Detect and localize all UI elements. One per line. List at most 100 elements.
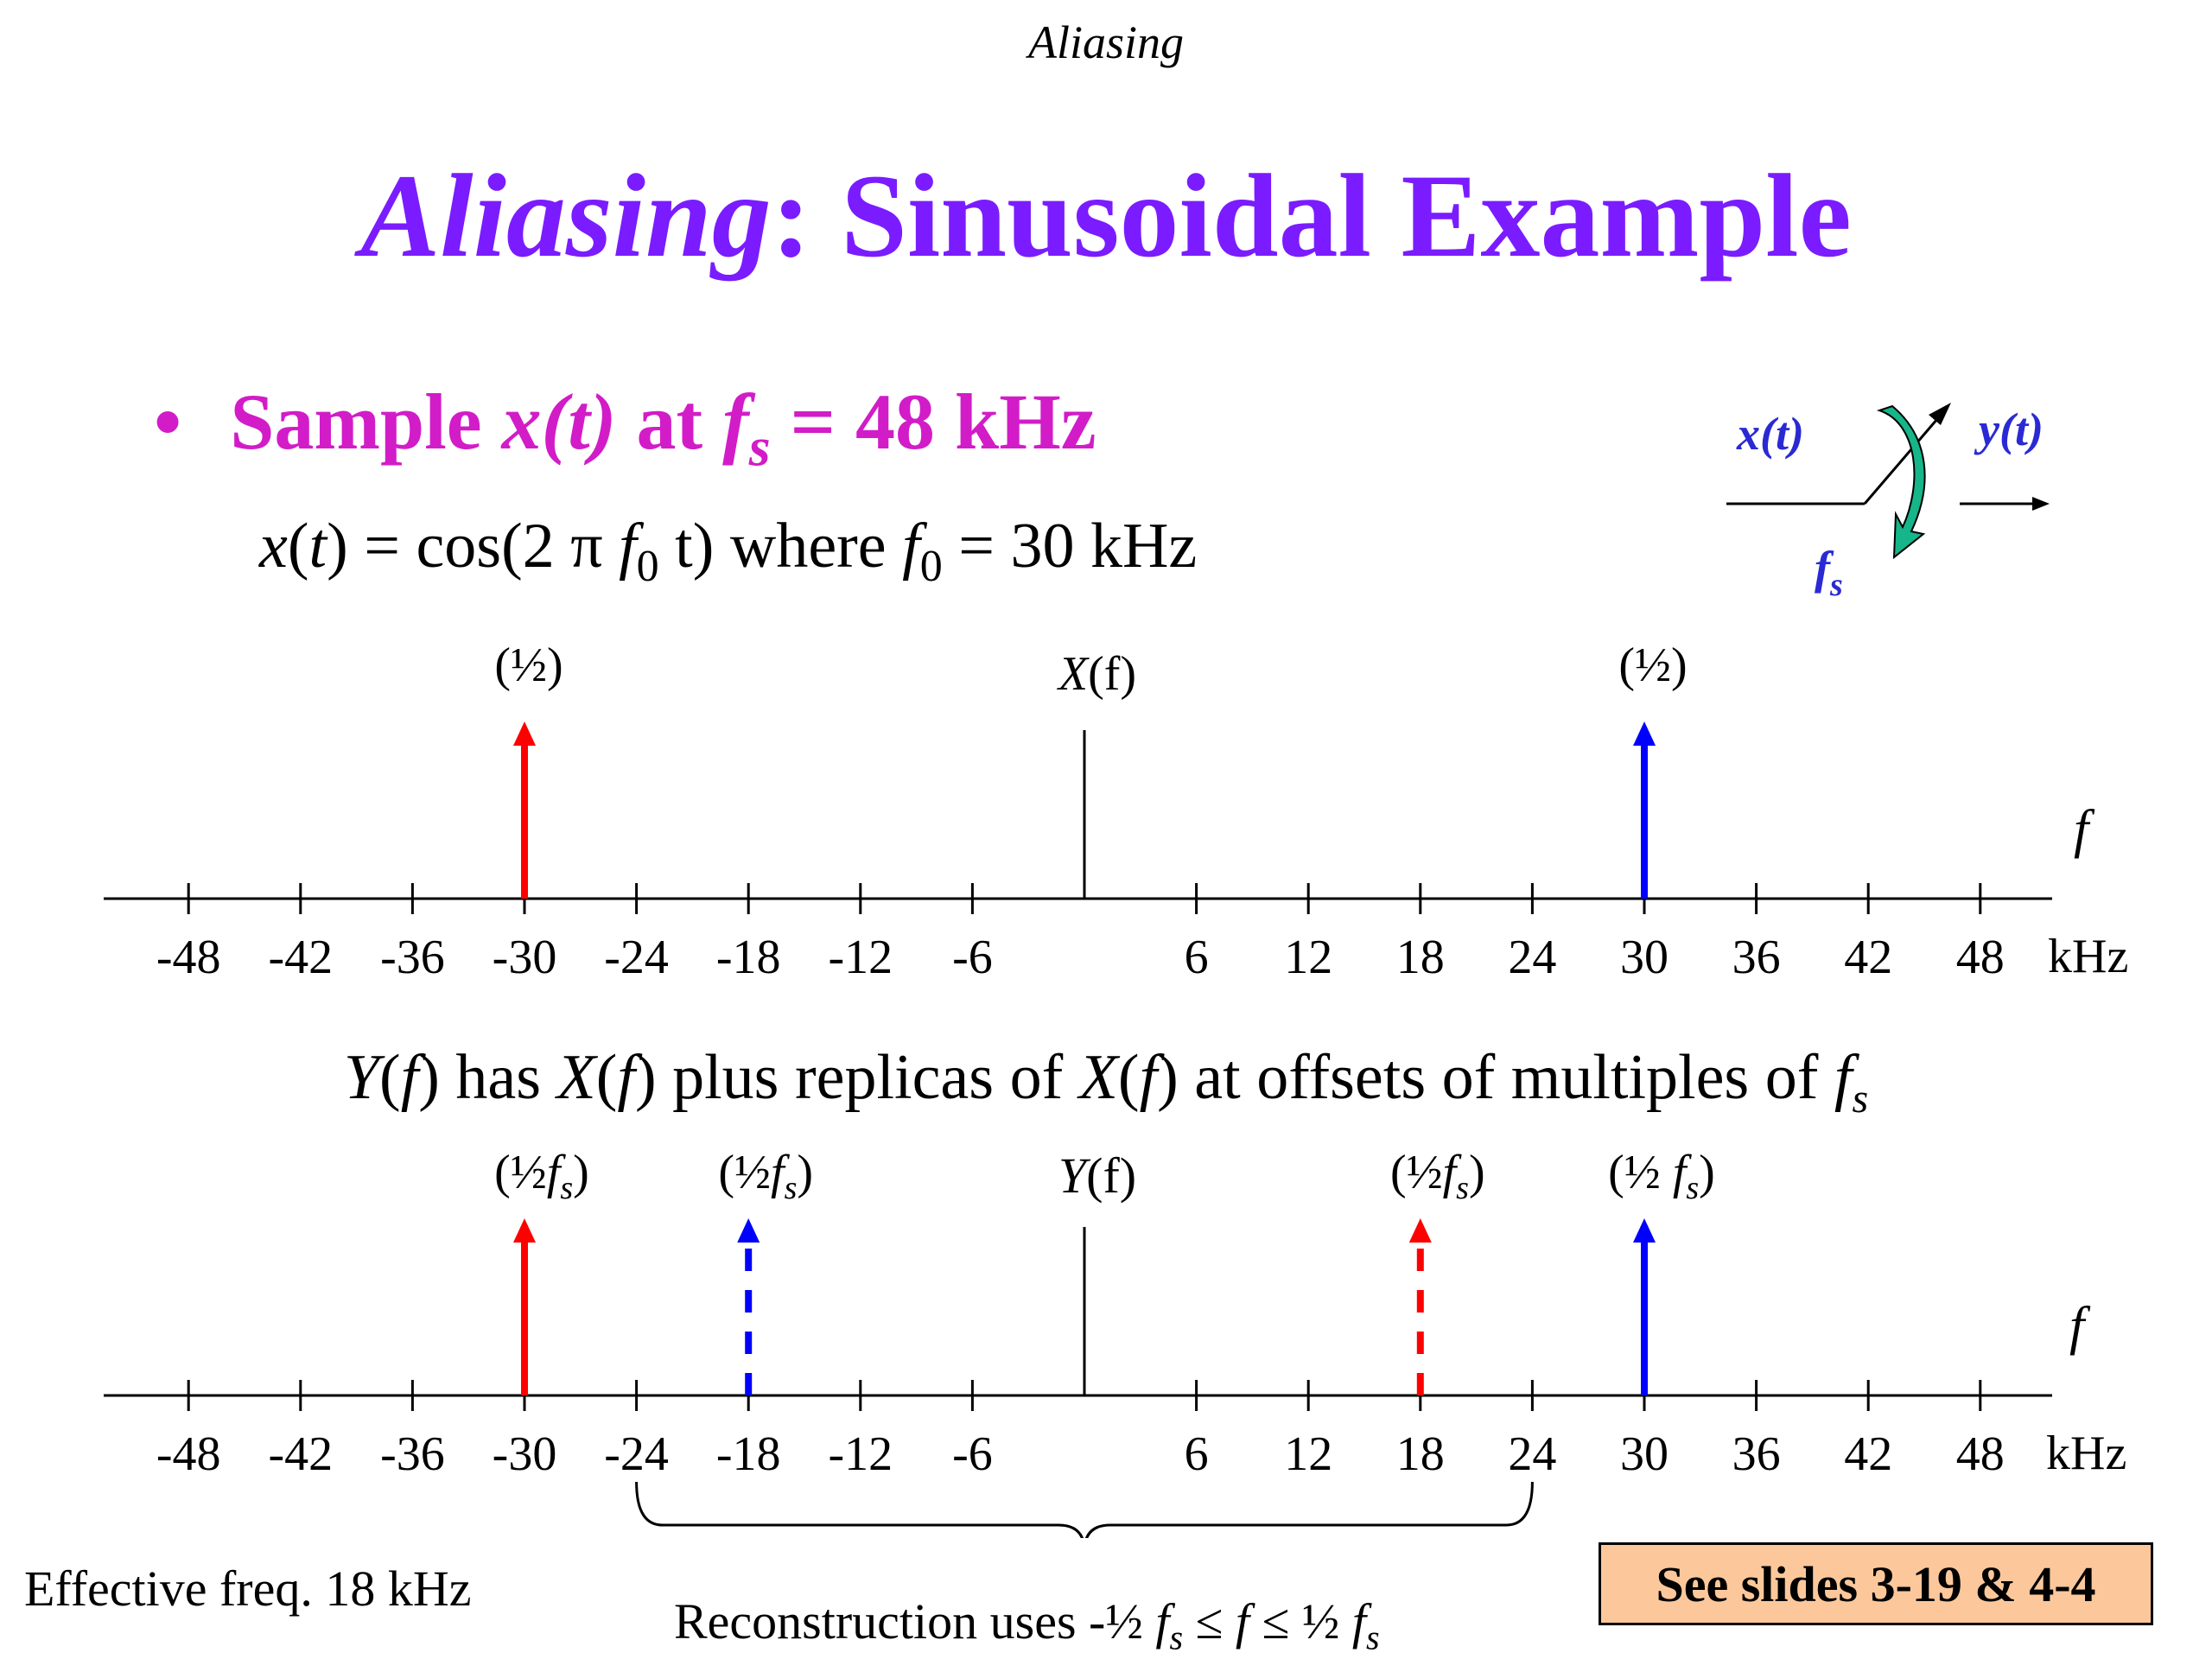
- x-tick-label: -24: [604, 931, 669, 984]
- x-axis-variable: f: [2074, 800, 2095, 859]
- title-rest: : Sinusoidal Example: [771, 149, 1852, 282]
- x-impulse-arrowhead: [1633, 721, 1656, 746]
- y-impulse-weight-open: (½: [1390, 1146, 1443, 1199]
- stmt-X2: X: [1078, 1042, 1118, 1113]
- x-tick-label: 24: [1508, 931, 1556, 984]
- y-tick-label: -24: [604, 1427, 669, 1481]
- formula-end: = 30 kHz: [942, 511, 1198, 582]
- stmt-p2: ) has: [418, 1042, 557, 1113]
- recon-s1: s: [1169, 1618, 1184, 1657]
- x-tick-label: -30: [493, 931, 557, 984]
- x-tick-label: -6: [952, 931, 993, 984]
- recon-s3: s: [1365, 1618, 1380, 1657]
- y-tick-label: 24: [1508, 1427, 1556, 1481]
- x-tick-label: -18: [716, 931, 781, 984]
- x-tick-label: -12: [828, 931, 893, 984]
- reconstruction-brace: [635, 1481, 1534, 1538]
- x-spectrum-title-paren: (f): [1088, 647, 1136, 701]
- bullet-t: (t): [541, 378, 617, 466]
- rotation-arrow-icon: [1876, 404, 1926, 560]
- y-tick-label: 18: [1396, 1427, 1445, 1481]
- x-tick-label: -42: [268, 931, 333, 984]
- stmt-p1: (: [379, 1042, 401, 1113]
- y-impulse-weight-close: ): [1469, 1146, 1485, 1199]
- x-tick-label: -48: [156, 931, 221, 984]
- y-tick-label: 30: [1620, 1427, 1669, 1481]
- y-tick-label: -42: [268, 1427, 333, 1481]
- x-left-impulse-weight: (½): [494, 639, 563, 692]
- y-spectrum-title-Y: Y: [1058, 1147, 1091, 1204]
- bullet-sample: • Sample x(t) at fs = 48 kHz: [154, 376, 1096, 479]
- formula-zero2: 0: [919, 541, 943, 591]
- y-impulse-arrowhead: [1633, 1218, 1656, 1243]
- replicas-statement: Y(f) has X(f) plus replicas of X(f) at o…: [0, 1041, 2212, 1122]
- sampler-diagram: x(t) y(t) fs: [1726, 403, 2050, 603]
- formula-x: x: [259, 511, 288, 582]
- y-impulse-weight-sub: s: [1686, 1170, 1699, 1206]
- y-impulse-weight-open: (½: [718, 1146, 771, 1199]
- y-impulse-weight-sub: s: [560, 1170, 573, 1206]
- recon-mid: ≤: [1183, 1593, 1236, 1649]
- recon-mid2: ≤ ½: [1249, 1593, 1352, 1649]
- y-spectrum-title-paren: (f): [1086, 1147, 1136, 1204]
- spectrum-y-plot: Y(f) f kHz -48 -42 -36 -30 -24 -18 -12 -6 6 12 18 2…: [104, 1146, 2126, 1538]
- reconstruction-note: Reconstruction uses -½ fs ≤ f ≤ ½ fs: [674, 1592, 1380, 1658]
- y-impulse-arrowhead: [737, 1218, 760, 1243]
- y-impulse-arrowhead: [513, 1218, 536, 1243]
- bullet-rest: = 48 kHz: [770, 378, 1096, 466]
- y-impulse-weight-open: (½: [1608, 1146, 1673, 1199]
- formula-t3: ) = cos(2 π: [327, 511, 620, 582]
- y-tick-label: -36: [380, 1427, 445, 1481]
- sampler-rate-sub: s: [1829, 567, 1843, 603]
- stmt-X: X: [556, 1042, 596, 1113]
- sampler-switch-arm: [1863, 412, 1944, 505]
- sampler-switch-arrowhead: [1929, 403, 1951, 425]
- stmt-f2: f: [617, 1042, 635, 1113]
- x-tick-label: 48: [1956, 931, 2005, 984]
- formula-zero: 0: [636, 541, 659, 591]
- formula-f2: f: [902, 511, 920, 582]
- y-impulse-weight-open: (½: [494, 1146, 547, 1199]
- y-impulse-weight-sub: s: [1456, 1170, 1469, 1206]
- formula-t1: (: [287, 511, 309, 582]
- y-tick-label: 12: [1284, 1427, 1332, 1481]
- x-spectrum-title-X: X: [1057, 647, 1090, 701]
- formula-mid: t) where: [658, 511, 903, 582]
- y-impulse-weight-close: ): [1699, 1146, 1715, 1199]
- see-slides-box: See slides 3-19 & 4-4: [1599, 1542, 2153, 1625]
- sampler-rate-f: f: [1815, 542, 1834, 594]
- stmt-p3: (: [595, 1042, 618, 1113]
- signal-formula: x(t) = cos(2 π f0 t) where f0 = 30 kHz: [259, 510, 1197, 592]
- x-tick-label: 30: [1620, 931, 1669, 984]
- bullet-f: f: [722, 378, 749, 466]
- y-tick-label: -6: [952, 1427, 993, 1481]
- y-impulse-weight-close: ): [573, 1146, 589, 1199]
- title-italic: Aliasing: [360, 149, 772, 282]
- x-tick-label: 12: [1284, 931, 1332, 984]
- y-impulse-weight-label: (½fs): [1390, 1146, 1485, 1206]
- y-tick-label: -18: [716, 1427, 781, 1481]
- x-axis-unit: kHz: [2048, 930, 2128, 983]
- x-tick-label: -36: [380, 931, 445, 984]
- y-tick-label: -30: [493, 1427, 557, 1481]
- x-tick-label: 36: [1732, 931, 1781, 984]
- slide-header: Aliasing: [1027, 16, 1184, 68]
- stmt-p6: ) at offsets of multiples of: [1157, 1042, 1834, 1113]
- bullet-x: x: [501, 378, 542, 466]
- x-tick-label: 18: [1396, 931, 1445, 984]
- y-impulse-weight-sub: s: [785, 1170, 798, 1206]
- x-tick-label: 6: [1185, 931, 1209, 984]
- bullet-at: at: [616, 378, 723, 466]
- y-tick-label: 48: [1956, 1427, 2005, 1481]
- stmt-Y: Y: [343, 1042, 380, 1113]
- y-tick-label: -12: [828, 1427, 893, 1481]
- stmt-p4: ) plus replicas of: [634, 1042, 1079, 1113]
- x-right-impulse-weight: (½): [1618, 639, 1687, 692]
- x-spectrum-title: X(f): [1057, 647, 1136, 701]
- bullet-marker: •: [154, 378, 182, 466]
- y-impulse-weight-label: (½ fs): [1608, 1146, 1715, 1206]
- y-impulse-weight-label: (½fs): [718, 1146, 813, 1206]
- recon-f1: f: [1155, 1593, 1170, 1649]
- recon-prefix: Reconstruction uses -½: [674, 1593, 1156, 1649]
- x-tick-label: 42: [1844, 931, 1892, 984]
